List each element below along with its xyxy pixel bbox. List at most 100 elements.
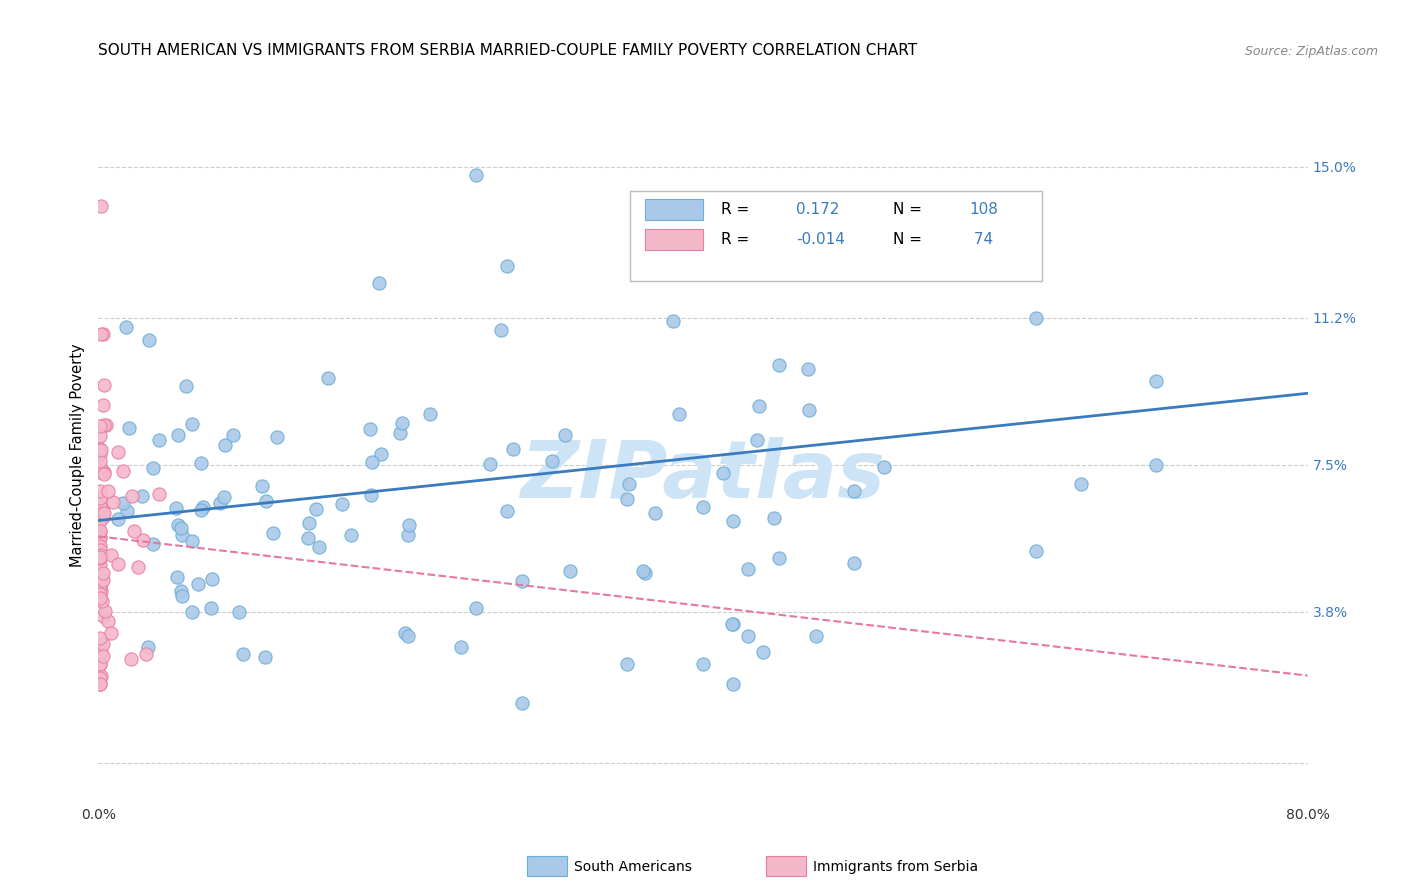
Point — [692, 239, 714, 253]
Point — [510, 574, 533, 589]
Text: N =: N = — [893, 232, 927, 247]
Point — [187, 576, 209, 591]
Point — [172, 590, 194, 604]
Point — [209, 496, 232, 510]
Point — [142, 461, 165, 475]
Point — [90, 576, 112, 591]
Point — [93, 506, 115, 520]
Point — [90, 645, 112, 659]
Point — [89, 549, 111, 564]
Point — [305, 502, 328, 516]
Point — [89, 483, 111, 498]
Point — [181, 417, 204, 431]
Point — [91, 510, 114, 524]
Point — [89, 591, 111, 605]
Point — [398, 517, 420, 532]
Point — [502, 442, 524, 457]
Point — [120, 651, 142, 665]
Point — [491, 323, 513, 337]
Point — [253, 649, 276, 664]
Point — [262, 526, 284, 541]
Point — [298, 516, 321, 531]
Point — [89, 676, 111, 690]
Point — [112, 464, 135, 478]
Point — [89, 543, 111, 558]
Point — [316, 371, 339, 385]
Point — [250, 479, 273, 493]
Point — [89, 515, 111, 529]
Point — [89, 631, 111, 645]
Point — [723, 676, 745, 690]
Point — [844, 239, 866, 253]
Point — [554, 428, 576, 442]
FancyBboxPatch shape — [630, 191, 1042, 281]
Point — [394, 625, 416, 640]
Point — [330, 497, 353, 511]
Point — [180, 533, 202, 548]
Point — [89, 524, 111, 539]
Point — [166, 570, 188, 584]
Point — [89, 524, 111, 538]
Text: 74: 74 — [969, 232, 993, 247]
Point — [1024, 544, 1046, 558]
Point — [232, 648, 254, 662]
Point — [89, 454, 111, 468]
Point — [340, 528, 363, 542]
Point — [90, 326, 112, 341]
Point — [396, 629, 419, 643]
Point — [142, 537, 165, 551]
Point — [89, 460, 111, 475]
Point — [90, 464, 112, 478]
FancyBboxPatch shape — [645, 199, 703, 219]
Point — [1024, 310, 1046, 325]
Point — [89, 499, 111, 513]
Point — [762, 511, 785, 525]
Text: 0.172: 0.172 — [796, 202, 839, 217]
Point — [631, 564, 654, 578]
FancyBboxPatch shape — [645, 228, 703, 250]
Point — [138, 640, 160, 654]
Point — [93, 465, 115, 479]
Point — [752, 645, 775, 659]
Point — [748, 399, 770, 413]
Point — [89, 582, 111, 596]
Point — [100, 626, 122, 640]
Point — [193, 500, 215, 514]
Point — [510, 697, 533, 711]
Point — [90, 548, 112, 562]
Point — [97, 615, 120, 629]
Point — [360, 422, 382, 436]
Point — [101, 494, 124, 508]
Point — [107, 444, 129, 458]
Point — [668, 407, 690, 421]
Point — [644, 506, 666, 520]
Point — [465, 168, 488, 182]
Point — [842, 556, 865, 570]
Point — [616, 657, 638, 671]
Point — [360, 488, 382, 502]
Point — [768, 551, 790, 566]
Point — [388, 425, 411, 440]
Point — [115, 319, 138, 334]
Point — [89, 508, 111, 522]
Point — [804, 629, 827, 643]
Point — [89, 539, 111, 553]
Point — [118, 421, 141, 435]
Point — [361, 455, 384, 469]
Point — [692, 657, 714, 671]
Point — [1070, 477, 1092, 491]
Point — [465, 601, 488, 615]
Point — [1144, 374, 1167, 388]
Point — [308, 540, 330, 554]
Point — [747, 434, 769, 448]
Text: SOUTH AMERICAN VS IMMIGRANTS FROM SERBIA MARRIED-COUPLE FAMILY POVERTY CORRELATI: SOUTH AMERICAN VS IMMIGRANTS FROM SERBIA… — [98, 43, 918, 58]
Point — [91, 573, 114, 587]
Point — [190, 502, 212, 516]
Point — [89, 442, 111, 456]
Point — [107, 557, 129, 571]
Point — [737, 629, 759, 643]
Point — [100, 548, 122, 562]
Point — [170, 583, 193, 598]
Point — [89, 530, 111, 544]
Point — [91, 398, 114, 412]
